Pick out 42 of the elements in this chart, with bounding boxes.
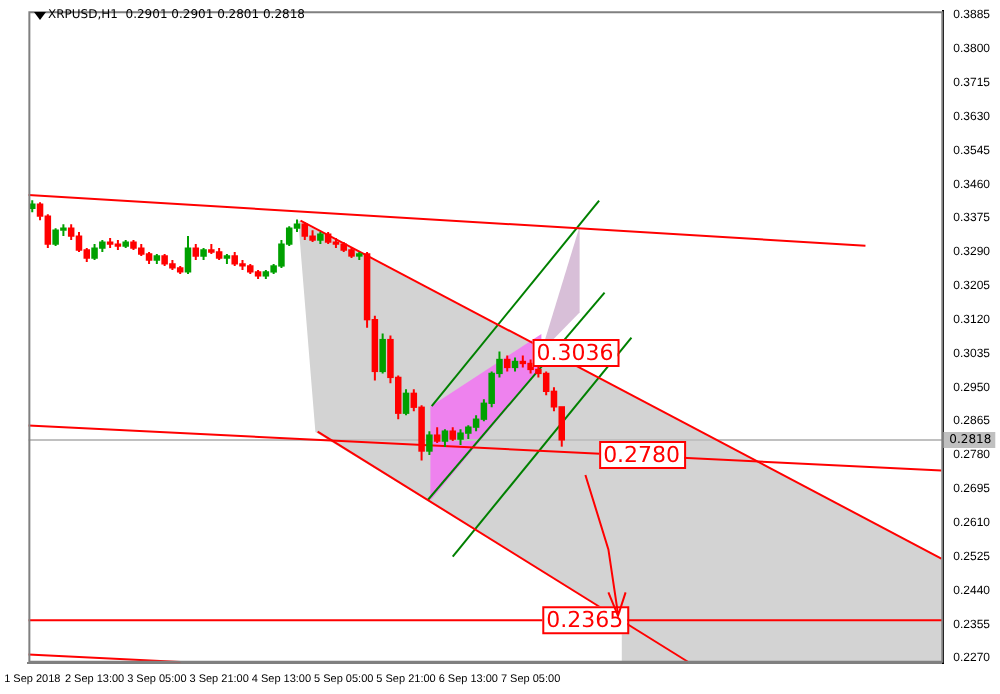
candlestick [99, 239, 106, 254]
candlestick [122, 239, 129, 250]
candlestick [223, 253, 231, 265]
candlestick [176, 264, 184, 275]
candlestick [215, 247, 223, 261]
candlestick [60, 223, 67, 238]
candlestick [231, 251, 238, 267]
candlestick [348, 247, 355, 259]
annotation: 0.2365 [546, 606, 624, 633]
candlestick [340, 241, 347, 254]
annotation: 0.3036 [536, 339, 614, 366]
candlestick [106, 237, 114, 250]
candlestick [356, 251, 363, 261]
candlestick [441, 428, 449, 449]
candlestick [169, 258, 176, 271]
candlestick [161, 253, 168, 267]
candlestick [75, 231, 83, 254]
candlestick [317, 231, 324, 246]
candlestick [145, 251, 153, 265]
candlestick [426, 430, 433, 457]
candlestick [52, 227, 59, 248]
candlestick [153, 253, 161, 265]
candlestick [379, 332, 386, 375]
candlestick [262, 268, 270, 281]
candlestick [200, 247, 207, 261]
annotation: 0.2780 [603, 441, 681, 468]
candlestick [208, 243, 215, 256]
candlestick [449, 426, 456, 443]
candlestick [457, 428, 464, 447]
candlestick [402, 388, 410, 417]
candlestick [247, 262, 254, 275]
candlestick [332, 237, 340, 250]
candlestick [192, 243, 200, 261]
candlestick [309, 229, 316, 244]
candlestick [114, 239, 122, 252]
candlestick [138, 243, 145, 257]
candlestick [324, 231, 332, 246]
candlestick [254, 268, 262, 281]
candlestick [239, 258, 246, 271]
candlestick [130, 239, 137, 252]
candlestick [91, 243, 98, 261]
candlestick [184, 235, 192, 275]
